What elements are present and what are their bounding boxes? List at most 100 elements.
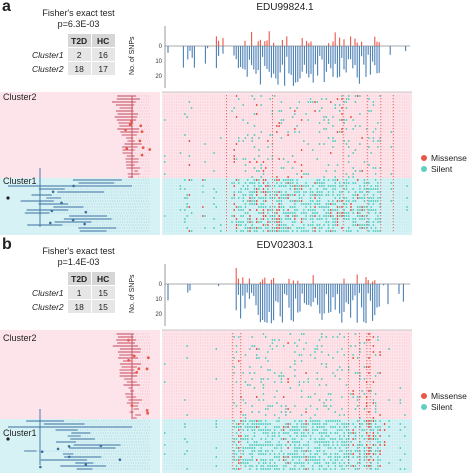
snp-cell <box>314 203 316 205</box>
snp-cell <box>269 465 271 467</box>
snp-cell <box>379 203 381 205</box>
snp-cell <box>278 426 280 428</box>
snp-cell <box>307 381 310 383</box>
snp-cell <box>278 206 280 208</box>
snp-cell <box>332 441 334 443</box>
snp-cell <box>256 354 258 356</box>
snp-cell <box>242 200 244 202</box>
snp-cell <box>300 188 303 190</box>
snp-cell <box>370 450 372 452</box>
snp-cell <box>233 468 235 470</box>
snp-cell <box>251 336 253 338</box>
snp-cell <box>336 336 339 338</box>
snp-cell <box>388 462 390 464</box>
snp-cell <box>242 423 244 425</box>
snp-cell <box>264 227 267 229</box>
snp-cell <box>359 191 361 193</box>
fisher-title: Fisher's exact test <box>42 8 115 18</box>
snp-cell <box>294 209 296 211</box>
snp-cell <box>303 381 305 383</box>
snp-cell <box>190 107 193 109</box>
snp-cell <box>303 212 305 214</box>
tree-root-node <box>6 437 10 441</box>
snp-cell <box>314 462 316 464</box>
snp-cell <box>314 348 316 350</box>
snp-cell <box>251 191 253 193</box>
snp-cell <box>186 227 188 229</box>
snp-cell <box>247 185 249 187</box>
snp-cell <box>278 200 280 202</box>
snp-cell <box>258 453 260 455</box>
snp-cell <box>258 197 260 199</box>
snp-cell <box>233 185 235 187</box>
snp-cell <box>368 390 370 392</box>
snp-cell <box>256 396 258 398</box>
snp-cell <box>242 438 244 440</box>
snp-cell <box>258 411 260 413</box>
snp-cell <box>258 149 260 151</box>
snp-cell <box>377 432 379 434</box>
snp-cell <box>354 149 357 151</box>
snp-cell <box>374 444 377 446</box>
snp-cell <box>370 390 372 392</box>
row-label: Cluster2 <box>32 63 64 74</box>
snp-cell <box>204 215 206 217</box>
tree-node-marker <box>84 463 88 466</box>
snp-cell <box>287 182 289 184</box>
snp-cell <box>294 375 296 377</box>
snp-cell <box>247 462 249 464</box>
snp-cell <box>325 221 327 223</box>
snp-cell <box>296 447 298 449</box>
snp-cell <box>339 378 341 380</box>
snp-cell <box>287 197 289 199</box>
snp-cell <box>300 176 303 178</box>
snp-cell <box>260 203 262 205</box>
snp-cell <box>273 453 276 455</box>
snp-cell <box>406 185 408 187</box>
snp-cell <box>251 405 253 407</box>
snp-cell <box>321 345 323 347</box>
tree-node-marker <box>140 153 144 157</box>
snp-cell <box>287 432 289 434</box>
snp-cell <box>345 456 348 458</box>
snp-cell <box>294 456 296 458</box>
snp-cell <box>285 224 287 226</box>
snp-cell <box>343 462 345 464</box>
snp-cell <box>363 182 366 184</box>
snp-cell <box>354 182 357 184</box>
tree-node-marker <box>126 338 130 342</box>
snp-cell <box>249 384 251 386</box>
snp-cell <box>247 438 249 440</box>
snp-cell <box>186 215 188 217</box>
snp-cell <box>287 131 289 133</box>
snp-cell <box>267 435 269 437</box>
snp-cell <box>330 209 332 211</box>
snp-cell <box>242 459 244 461</box>
snp-cell <box>356 212 359 214</box>
snp-cell <box>368 366 370 368</box>
snp-cell <box>291 459 294 461</box>
snp-cell <box>184 423 186 425</box>
snp-cell <box>300 414 303 416</box>
snp-cell <box>305 435 307 437</box>
snp-cell <box>303 468 305 470</box>
tree-node-marker <box>72 184 75 188</box>
snp-cell <box>253 200 256 202</box>
snp-cell <box>289 218 292 220</box>
snp-cell <box>251 426 253 428</box>
snp-cell <box>368 372 370 374</box>
snp-cell <box>276 468 278 470</box>
snp-cell <box>287 212 289 214</box>
snp-cell <box>388 426 390 428</box>
snp-cell <box>321 98 323 100</box>
bar-ylabel: No. of SNPs <box>129 274 136 313</box>
snp-cell <box>289 366 292 368</box>
tree-node-marker <box>67 444 71 448</box>
snp-cell <box>365 188 368 190</box>
snp-cell <box>345 212 348 214</box>
snp-cell <box>280 191 283 193</box>
snp-cell <box>334 468 336 470</box>
snp-cell <box>244 420 247 422</box>
snp-cell <box>341 444 343 446</box>
snp-cell <box>318 185 321 187</box>
